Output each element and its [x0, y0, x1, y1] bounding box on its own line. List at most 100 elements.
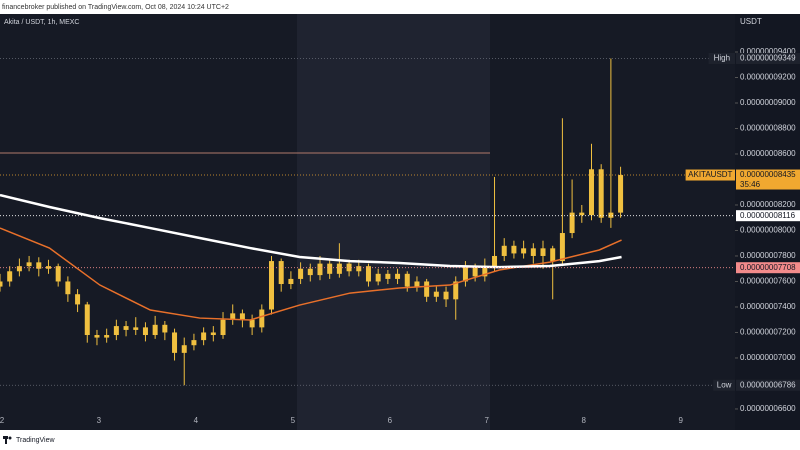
candle-body [530, 248, 536, 256]
candle-body [511, 245, 517, 254]
price-box [736, 379, 800, 391]
price-label: 0.00000006786 [740, 380, 796, 389]
weekend-shade [297, 14, 490, 430]
candle-body [540, 248, 546, 256]
candle-body [550, 248, 556, 262]
candle-body [239, 313, 245, 320]
y-tick-label: 0.00000007800 [740, 251, 796, 260]
candle-body [482, 266, 488, 277]
candle-body [336, 263, 342, 274]
price-box [736, 169, 800, 190]
y-tick-label: 0.00000008600 [740, 149, 796, 158]
y-tick-label: 0.00000007400 [740, 302, 796, 311]
price-tag: 0.00000009349 High [0, 52, 800, 64]
candle-body [453, 281, 459, 300]
x-tick-label: 2 [0, 416, 5, 425]
candle-body [433, 291, 439, 297]
candle-body [598, 169, 604, 218]
price-label: 0.00000009349 [740, 54, 796, 63]
tag-name: Low [717, 380, 732, 389]
candle-body [579, 212, 585, 216]
y-tick-label: 0.00000007600 [740, 277, 796, 286]
x-tick-label: 3 [97, 416, 102, 425]
candle-body [75, 294, 81, 305]
candle-body [249, 319, 255, 328]
candle-body [288, 278, 294, 285]
candle-body [365, 266, 371, 282]
candle-body [307, 268, 313, 276]
symbol-legend: Akita / USDT, 1h, MEXC [4, 19, 79, 26]
candle-body [55, 266, 61, 282]
x-tick-label: 7 [485, 416, 490, 425]
countdown: 35:46 [740, 180, 761, 189]
price-tag: 0.00000006786 Low [0, 379, 800, 391]
y-tick-label: 0.00000009200 [740, 73, 796, 82]
candle-body [65, 281, 71, 295]
candle-body [152, 324, 158, 336]
candle-body [0, 281, 3, 287]
price-tag: 0.00000007708 [0, 262, 800, 274]
candle-body [501, 245, 507, 256]
candle-body [142, 327, 148, 336]
price-axis [735, 14, 800, 430]
candle-body [346, 263, 352, 272]
candle-body [404, 273, 410, 287]
axis-unit: USDT [740, 17, 762, 26]
y-tick-label: 0.00000008000 [740, 226, 796, 235]
candle-body [588, 169, 594, 216]
moving-average [0, 227, 622, 321]
candle-body [172, 332, 178, 353]
candle-body [220, 319, 226, 336]
candle-body [356, 266, 362, 272]
candle-body [462, 266, 468, 282]
x-tick-label: 6 [388, 416, 393, 425]
candle-body [36, 262, 42, 269]
candle-body [385, 273, 391, 279]
candle-body [259, 309, 265, 328]
candle-body [191, 340, 197, 346]
candle-body [7, 271, 13, 282]
candle-body [210, 332, 216, 336]
footer-bar [0, 430, 800, 450]
header-bar [0, 0, 800, 14]
candle-body [443, 291, 449, 300]
candle-body [559, 233, 565, 262]
y-tick-label: 0.00000007200 [740, 328, 796, 337]
candle-body [133, 327, 139, 330]
candle-body [84, 304, 90, 336]
y-tick-label: 0.00000009000 [740, 98, 796, 107]
y-tick-label: 0.00000008200 [740, 200, 796, 209]
candle-body [424, 281, 430, 297]
y-tick-label: 0.00000009400 [740, 47, 796, 56]
candle-body [269, 261, 275, 310]
candle-body [618, 175, 624, 213]
x-tick-label: 9 [678, 416, 683, 425]
moving-average [0, 193, 622, 269]
price-label: 0.00000008435 [740, 170, 796, 179]
tag-name-box [708, 52, 735, 64]
tag-name: High [714, 54, 730, 63]
header-text: financebroker published on TradingView.c… [2, 4, 229, 11]
y-tick-label: 0.00000007000 [740, 353, 796, 362]
candle-body [181, 345, 187, 353]
candle-body [162, 324, 168, 333]
price-box [736, 210, 800, 222]
candle-body [26, 262, 32, 267]
candle-body [375, 273, 381, 282]
candle-body [230, 313, 236, 320]
candle-body [113, 326, 119, 336]
candle-body [278, 261, 284, 285]
x-tick-label: 5 [291, 416, 296, 425]
x-tick-label: 8 [582, 416, 587, 425]
tv-logo [3, 436, 12, 444]
x-tick-label: 4 [194, 416, 199, 425]
candle-body [395, 273, 401, 279]
price-box [736, 262, 800, 274]
price-box [736, 52, 800, 64]
candle-body [16, 266, 22, 272]
candle-body [608, 212, 614, 218]
price-label: 0.00000008116 [740, 211, 796, 220]
candle-body [327, 263, 333, 274]
